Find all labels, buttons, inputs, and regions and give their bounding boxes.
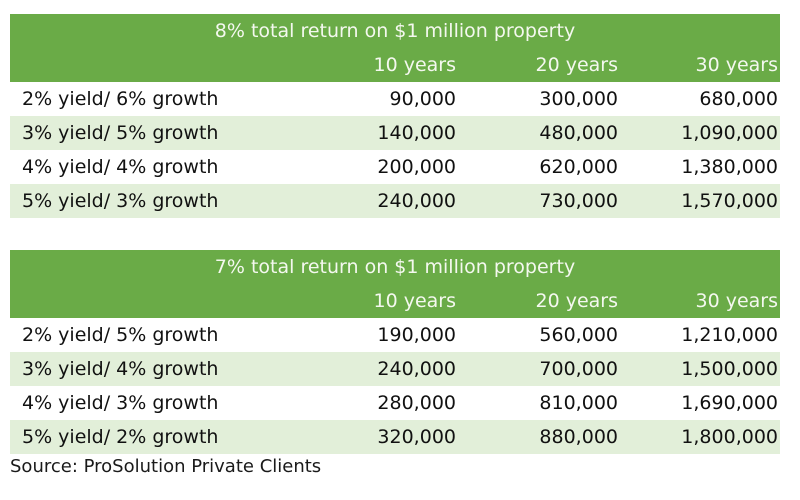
cell-10-years: 280,000 (377, 392, 456, 414)
table-title: 7% total return on $1 million property (10, 250, 780, 285)
cell-20-years: 560,000 (539, 324, 618, 346)
table-7-percent-return: 7% total return on $1 million property 1… (10, 250, 780, 454)
table-row: 5% yield/ 2% growth 320,000 880,000 1,80… (10, 420, 780, 454)
cell-20-years: 730,000 (539, 190, 618, 212)
row-label: 2% yield/ 6% growth (22, 88, 219, 110)
table-row: 4% yield/ 3% growth 280,000 810,000 1,69… (10, 386, 780, 420)
cell-10-years: 240,000 (377, 190, 456, 212)
cell-20-years: 480,000 (539, 122, 618, 144)
column-header-10-years: 10 years (373, 54, 456, 76)
cell-20-years: 620,000 (539, 156, 618, 178)
table-title: 8% total return on $1 million property (10, 14, 780, 49)
column-header-label (10, 285, 284, 318)
table-row: 2% yield/ 6% growth 90,000 300,000 680,0… (10, 82, 780, 116)
cell-30-years: 1,090,000 (681, 122, 778, 144)
cell-20-years: 880,000 (539, 426, 618, 448)
cell-10-years: 140,000 (377, 122, 456, 144)
cell-20-years: 300,000 (539, 88, 618, 110)
row-label: 5% yield/ 2% growth (22, 426, 219, 448)
cell-20-years: 810,000 (539, 392, 618, 414)
cell-10-years: 200,000 (377, 156, 456, 178)
column-header-row: 10 years 20 years 30 years (10, 49, 780, 82)
column-header-30-years: 30 years (695, 54, 778, 76)
cell-30-years: 680,000 (699, 88, 778, 110)
table-8-percent-return: 8% total return on $1 million property 1… (10, 14, 780, 218)
row-label: 4% yield/ 4% growth (22, 156, 219, 178)
column-header-10-years: 10 years (373, 290, 456, 312)
row-label: 3% yield/ 4% growth (22, 358, 219, 380)
row-label: 4% yield/ 3% growth (22, 392, 219, 414)
table-row: 5% yield/ 3% growth 240,000 730,000 1,57… (10, 184, 780, 218)
cell-30-years: 1,210,000 (681, 324, 778, 346)
cell-30-years: 1,570,000 (681, 190, 778, 212)
cell-30-years: 1,800,000 (681, 426, 778, 448)
cell-20-years: 700,000 (539, 358, 618, 380)
table-row: 3% yield/ 4% growth 240,000 700,000 1,50… (10, 352, 780, 386)
column-header-20-years: 20 years (535, 290, 618, 312)
column-header-label (10, 49, 284, 82)
table-row: 4% yield/ 4% growth 200,000 620,000 1,38… (10, 150, 780, 184)
cell-10-years: 190,000 (377, 324, 456, 346)
row-label: 3% yield/ 5% growth (22, 122, 219, 144)
table-row: 3% yield/ 5% growth 140,000 480,000 1,09… (10, 116, 780, 150)
cell-30-years: 1,690,000 (681, 392, 778, 414)
cell-10-years: 90,000 (389, 88, 456, 110)
table-row: 2% yield/ 5% growth 190,000 560,000 1,21… (10, 318, 780, 352)
cell-10-years: 240,000 (377, 358, 456, 380)
cell-30-years: 1,500,000 (681, 358, 778, 380)
column-header-row: 10 years 20 years 30 years (10, 285, 780, 318)
column-header-30-years: 30 years (695, 290, 778, 312)
row-label: 5% yield/ 3% growth (22, 190, 219, 212)
source-note: Source: ProSolution Private Clients (10, 456, 322, 477)
column-header-20-years: 20 years (535, 54, 618, 76)
cell-30-years: 1,380,000 (681, 156, 778, 178)
row-label: 2% yield/ 5% growth (22, 324, 219, 346)
cell-10-years: 320,000 (377, 426, 456, 448)
